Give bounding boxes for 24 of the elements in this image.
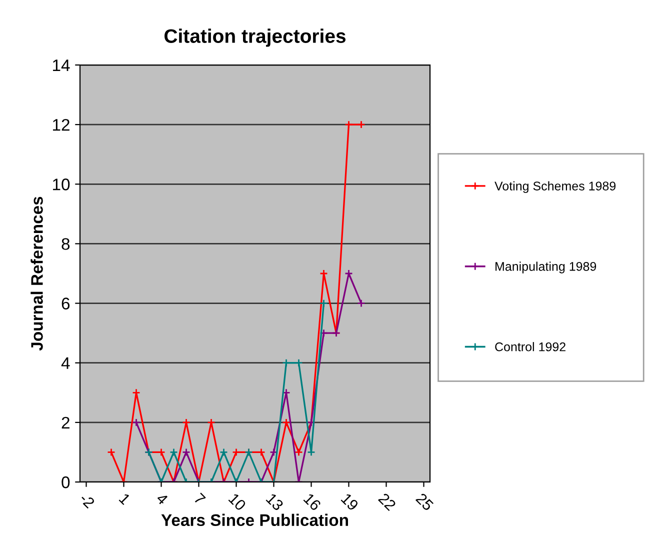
x-tick-label: 16: [303, 492, 322, 512]
y-tick-label: 6: [62, 298, 70, 310]
y-tick-label: 8: [62, 238, 70, 250]
legend-label: Control 1992: [495, 342, 566, 352]
y-tick-label: 10: [53, 178, 70, 190]
legend-label: Voting Schemes 1989: [494, 181, 616, 193]
x-tick-label: 10: [228, 492, 247, 512]
legend-label: Manipulating 1989: [496, 262, 596, 274]
x-tick-label: 25: [415, 492, 434, 512]
chart-title: Citation trajectories: [164, 28, 346, 47]
y-tick-label: 0: [62, 476, 70, 488]
x-tick-label: -2: [79, 492, 96, 509]
y-tick-label: 4: [61, 357, 70, 369]
x-tick-label: 1: [118, 492, 131, 506]
y-tick-label: 12: [53, 118, 70, 131]
x-axis-title: Years Since Publication: [161, 514, 348, 526]
x-tick-label: 22: [378, 492, 396, 512]
x-tick-label: 7: [194, 492, 206, 506]
y-tick-label: 14: [53, 60, 70, 72]
y-tick-label: 2: [62, 416, 70, 428]
x-tick-label: 4: [156, 492, 169, 506]
y-axis-title: Journal References: [30, 196, 43, 351]
x-tick-label: 19: [340, 492, 359, 512]
x-tick-label: 13: [266, 492, 284, 512]
